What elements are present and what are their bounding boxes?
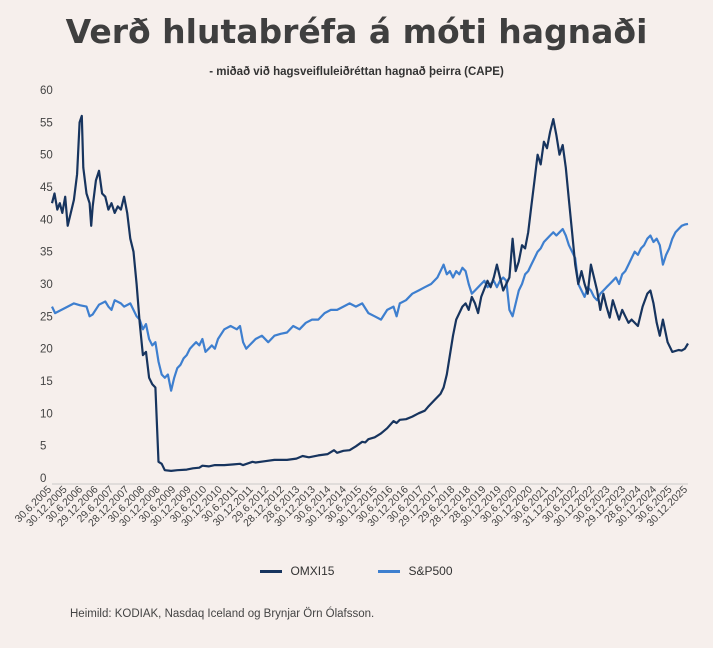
y-tick-label: 45	[40, 182, 53, 194]
y-tick-label: 40	[40, 214, 53, 226]
y-tick-label: 0	[40, 473, 46, 485]
y-tick-label: 10	[40, 408, 53, 420]
legend-swatch-omxi15	[260, 570, 282, 573]
y-tick-label: 25	[40, 311, 53, 323]
y-tick-label: 15	[40, 376, 53, 388]
y-tick-label: 5	[40, 441, 46, 453]
y-tick-label: 50	[40, 150, 53, 162]
legend: OMXI15 S&P500	[0, 564, 713, 578]
y-tick-label: 60	[40, 85, 53, 97]
legend-label-sp500: S&P500	[408, 564, 452, 578]
legend-swatch-sp500	[378, 570, 400, 573]
legend-item-sp500: S&P500	[378, 564, 452, 578]
y-tick-label: 55	[40, 117, 53, 129]
source-note: Heimild: KODIAK, Nasdaq Iceland og Brynj…	[70, 608, 374, 620]
legend-item-omxi15: OMXI15	[260, 564, 334, 578]
y-tick-label: 35	[40, 247, 53, 259]
legend-label-omxi15: OMXI15	[290, 564, 334, 578]
y-tick-label: 30	[40, 279, 53, 291]
y-tick-label: 20	[40, 344, 53, 356]
